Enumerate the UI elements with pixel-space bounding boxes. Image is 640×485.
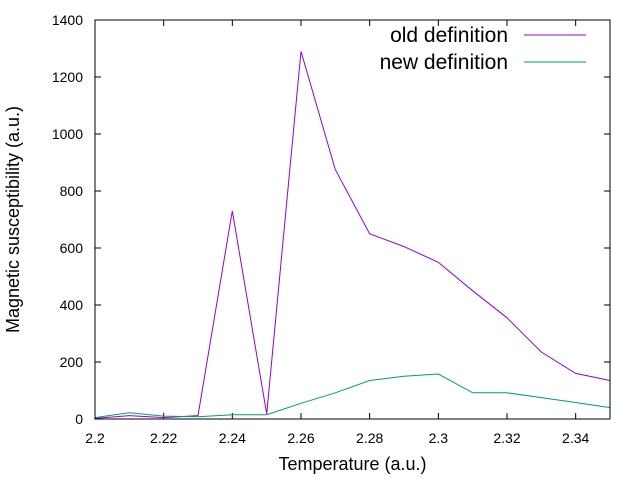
x-axis-title: Temperature (a.u.) [278, 454, 426, 474]
y-tick-label: 200 [60, 354, 84, 370]
x-tick-label: 2.2 [85, 430, 105, 446]
y-axis-title: Magnetic susceptibility (a.u.) [3, 106, 23, 333]
y-tick-label: 800 [60, 183, 84, 199]
plot-frame [94, 19, 611, 420]
x-tick-label: 2.22 [150, 430, 177, 446]
y-tick-label: 600 [60, 240, 84, 256]
x-tick-label: 2.32 [493, 430, 520, 446]
legend: old definition new definition [380, 24, 586, 74]
y-tick-label: 1200 [52, 69, 83, 85]
series-line-2 [94, 373, 611, 419]
x-tick-label: 2.26 [287, 430, 314, 446]
x-tick-label: 2.34 [562, 430, 589, 446]
y-tick-label: 1400 [52, 12, 83, 28]
x-tick-label: 2.24 [219, 430, 246, 446]
x-tick-label: 2.28 [356, 430, 383, 446]
series-layer [94, 51, 611, 419]
legend-label-2: new definition [380, 51, 508, 74]
y-tick-label: 1000 [52, 126, 83, 142]
x-tick-label: 2.3 [429, 430, 449, 446]
y-tick-label: 400 [60, 297, 84, 313]
legend-label-1: old definition [390, 24, 508, 47]
y-tick-label: 0 [75, 411, 83, 427]
series-line-1 [94, 51, 611, 419]
ticks-layer: 2.2 2.22 2.24 2.26 2.28 2.3 2.32 2.34 0 200 400 600… [52, 12, 610, 446]
